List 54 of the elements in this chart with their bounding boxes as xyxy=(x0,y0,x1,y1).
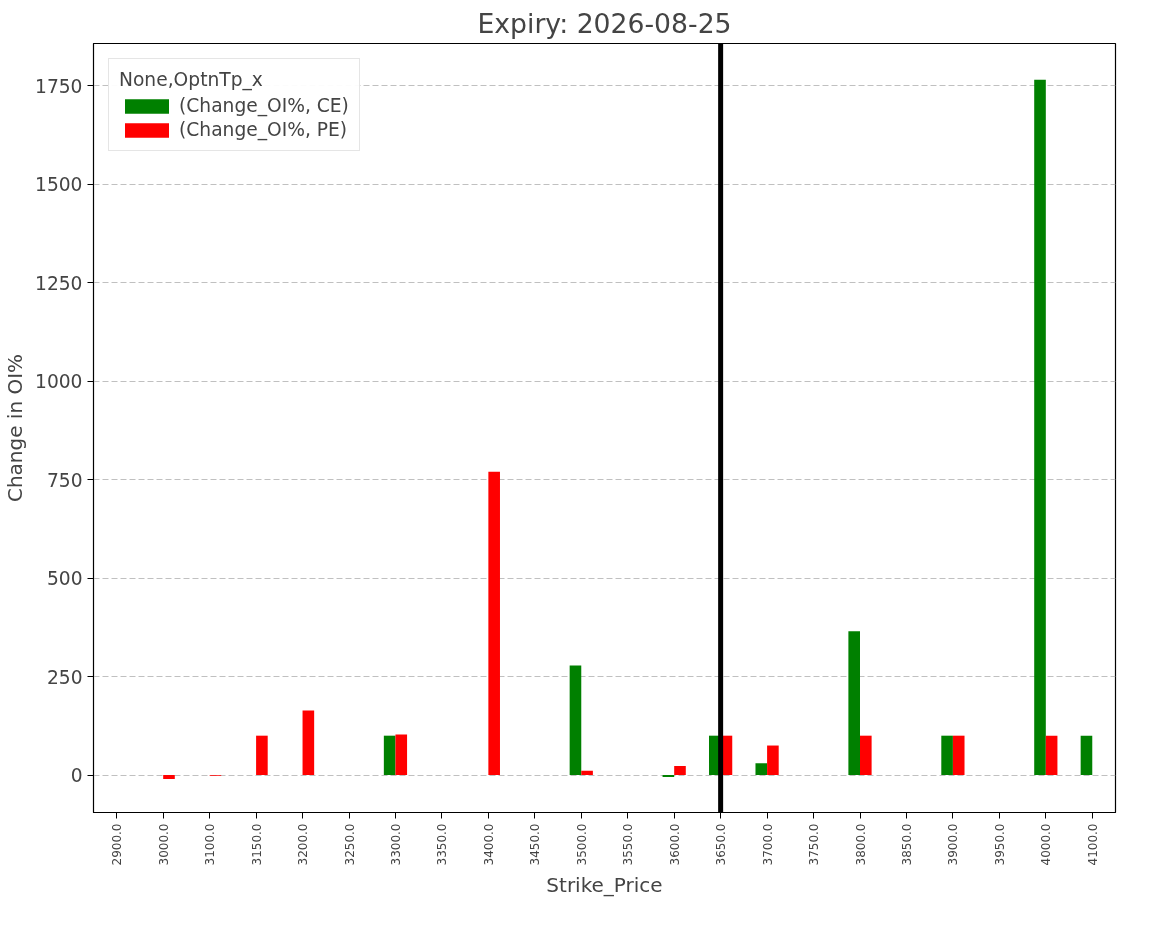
y-tick-label: 1250 xyxy=(35,272,83,294)
y-tick-label: 750 xyxy=(46,469,83,491)
x-tick-label: 3700.0 xyxy=(760,823,775,866)
y-axis-title: Change in OI% xyxy=(3,353,28,503)
bar xyxy=(488,471,500,776)
x-tick-label: 3600.0 xyxy=(667,823,682,866)
x-tick-label: 3800.0 xyxy=(853,823,868,866)
x-tick-label: 3950.0 xyxy=(992,823,1007,866)
x-tick-label: 3900.0 xyxy=(946,823,961,866)
bar xyxy=(302,710,315,776)
bar xyxy=(941,735,953,776)
x-tick-label: 3400.0 xyxy=(481,823,496,866)
x-tick-label: 3300.0 xyxy=(388,823,403,866)
x-tick-label: 2900.0 xyxy=(110,823,125,866)
y-tick-label: 250 xyxy=(46,666,83,688)
bar xyxy=(674,766,686,776)
x-tick-label: 3150.0 xyxy=(249,823,264,866)
x-tick-label: 3350.0 xyxy=(435,823,450,866)
x-tick-label: 3650.0 xyxy=(714,823,729,866)
x-tick-label: 4000.0 xyxy=(1039,823,1054,866)
bar xyxy=(581,770,593,776)
x-tick-label: 3500.0 xyxy=(574,823,589,866)
bar xyxy=(952,735,965,776)
bar xyxy=(1045,735,1058,776)
x-tick-label: 3200.0 xyxy=(296,823,311,866)
x-tick-label: 3100.0 xyxy=(203,823,218,866)
y-tick-label: 1500 xyxy=(35,174,83,196)
chart-title: Expiry: 2026-08-25 xyxy=(477,7,732,39)
x-tick-label: 3750.0 xyxy=(807,823,822,866)
legend-label: (Change_OI%, PE) xyxy=(179,119,348,140)
bar xyxy=(767,745,779,776)
legend-title: None,OptnTp_x xyxy=(119,69,264,90)
legend-label: (Change_OI%, CE) xyxy=(179,95,349,116)
x-tick-label: 4100.0 xyxy=(1085,823,1100,866)
bar xyxy=(848,631,860,776)
x-tick-label: 3450.0 xyxy=(528,823,543,866)
bar xyxy=(395,734,408,776)
bar xyxy=(860,735,872,776)
y-tick-label: 1750 xyxy=(35,75,83,97)
x-tick-label: 3550.0 xyxy=(621,823,636,866)
bar xyxy=(569,665,582,776)
bar xyxy=(1034,79,1046,776)
y-tick-label: 1000 xyxy=(35,371,83,393)
x-tick-label: 3250.0 xyxy=(342,823,357,866)
y-tick-label: 0 xyxy=(70,765,83,787)
x-axis-title: Strike_Price xyxy=(546,873,663,898)
bar xyxy=(383,735,396,776)
x-tick-label: 3000.0 xyxy=(156,823,171,866)
bar xyxy=(163,775,175,780)
bar xyxy=(755,763,768,776)
bar xyxy=(256,735,268,776)
bar xyxy=(1080,735,1093,776)
x-tick-label: 3850.0 xyxy=(899,823,914,866)
y-tick-label: 500 xyxy=(46,568,83,590)
